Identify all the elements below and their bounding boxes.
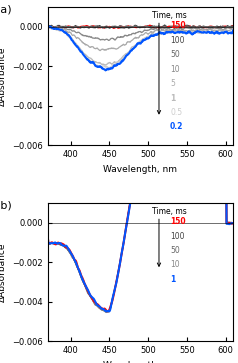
X-axis label: Wavelength, nm: Wavelength, nm bbox=[104, 165, 177, 174]
Text: 0.5: 0.5 bbox=[170, 108, 182, 117]
Text: 100: 100 bbox=[170, 232, 185, 241]
Y-axis label: ΔAbsorbance: ΔAbsorbance bbox=[0, 242, 6, 302]
Text: 10: 10 bbox=[170, 65, 180, 74]
Text: 1: 1 bbox=[170, 275, 175, 284]
Text: 50: 50 bbox=[170, 246, 180, 255]
Y-axis label: ΔAbsorbance: ΔAbsorbance bbox=[0, 46, 6, 106]
Text: 0.2: 0.2 bbox=[170, 122, 183, 131]
Text: Time, ms: Time, ms bbox=[152, 207, 186, 216]
Text: (b): (b) bbox=[0, 200, 11, 211]
Text: 5: 5 bbox=[170, 79, 175, 88]
Text: (a): (a) bbox=[0, 4, 11, 15]
Text: 150: 150 bbox=[170, 21, 186, 30]
Text: 50: 50 bbox=[170, 50, 180, 59]
Text: 10: 10 bbox=[170, 261, 180, 269]
X-axis label: Wavelength, nm: Wavelength, nm bbox=[104, 360, 177, 363]
Text: 100: 100 bbox=[170, 36, 185, 45]
Text: 150: 150 bbox=[170, 217, 186, 226]
Text: Time, ms: Time, ms bbox=[152, 11, 186, 20]
Text: 1: 1 bbox=[170, 94, 175, 102]
